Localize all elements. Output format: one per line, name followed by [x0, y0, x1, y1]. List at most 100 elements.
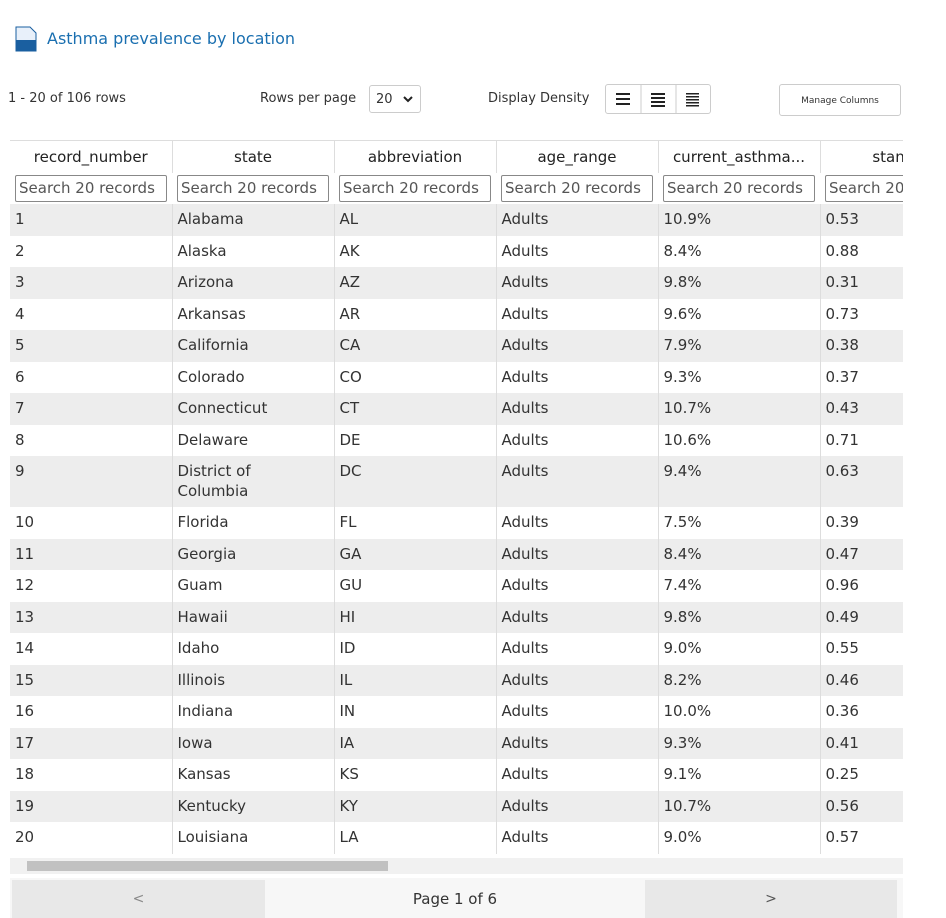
cell-text: GU — [339, 576, 363, 594]
table-row: 19 Kentucky KY Adults 10.7% 0.56 — [10, 790, 903, 822]
cell-text: 10.9% — [663, 210, 712, 228]
table-cell: 1 — [10, 204, 173, 236]
column-header[interactable]: current_asthma... — [658, 141, 821, 173]
table-cell: Adults — [496, 696, 659, 728]
table-cell: Adults — [496, 235, 659, 267]
table-row: 16 Indiana IN Adults 10.0% 0.36 — [10, 696, 903, 728]
rows-per-page-select[interactable]: 20 — [369, 85, 421, 113]
table-cell: District of Columbia — [172, 456, 335, 507]
table-cell: 0.31 — [820, 267, 903, 299]
table-cell: Guam — [172, 570, 335, 602]
cell-text: 0.39 — [825, 513, 859, 531]
title[interactable]: Asthma prevalence by location — [47, 29, 296, 48]
cell-text: 9.3% — [663, 367, 702, 386]
cell-text: 0.88 — [825, 241, 859, 260]
table-cell: 7 — [10, 393, 173, 425]
column-header[interactable]: record_number — [10, 141, 173, 173]
table-row: 5 California CA Adults 7.9% 0.38 — [10, 330, 903, 362]
cell-text: 4 — [15, 304, 25, 323]
cell-text: Connecticut — [177, 399, 268, 417]
cell-text: KY — [339, 796, 358, 815]
cell-text: 0.25 — [825, 765, 859, 783]
table-cell: California — [172, 330, 335, 362]
cell-text: Idaho — [177, 639, 220, 657]
column-header[interactable]: state — [172, 141, 335, 173]
table-cell: 9.1% — [658, 759, 821, 791]
table-row: 8 Delaware DE Adults 10.6% 0.71 — [10, 424, 903, 456]
table-cell: Adults — [496, 790, 659, 822]
cell-text: Delaware — [177, 430, 249, 449]
cell-text: 9.8% — [663, 273, 702, 291]
table-row: 2 Alaska AK Adults 8.4% 0.88 — [10, 235, 903, 267]
table-cell: IL — [334, 664, 497, 696]
column-header[interactable]: standar — [820, 141, 903, 173]
cell-text: 0.53 — [825, 210, 859, 228]
cell-text: AK — [339, 241, 360, 260]
cell-text: HI — [339, 607, 356, 626]
search-input[interactable]: Search 20 records — [15, 175, 167, 202]
density-buttons[interactable] — [605, 84, 711, 114]
table-cell: AR — [334, 298, 497, 330]
table-cell: 7.5% — [658, 507, 821, 539]
search-input[interactable]: Search 20 records — [825, 175, 903, 202]
search-input[interactable]: Search 20 records — [339, 175, 491, 202]
table-cell: IN — [334, 696, 497, 728]
header-row: record_number state abbreviation age_range c… — [10, 141, 903, 173]
table-cell: Colorado — [172, 361, 335, 393]
table-cell: 2 — [10, 235, 173, 267]
table-cell: 4 — [10, 298, 173, 330]
table-cell: Louisiana — [172, 822, 335, 854]
table-cell: 8.2% — [658, 664, 821, 696]
cell-text: IN — [339, 702, 356, 720]
cell-text: 10.6% — [663, 430, 712, 449]
cell-text: 0.37 — [825, 367, 859, 386]
table-cell: KY — [334, 790, 497, 822]
table-container: record_number state abbreviation age_range c… — [10, 140, 903, 859]
cell-text: 17 — [15, 733, 35, 752]
cell-text: 7.4% — [663, 576, 702, 594]
column-header[interactable]: age_range — [496, 141, 659, 173]
column-header[interactable]: abbreviation — [334, 141, 497, 173]
cell-text: DC — [339, 462, 362, 480]
search-input[interactable]: Search 20 records — [663, 175, 815, 202]
cell-text: AZ — [339, 273, 361, 291]
table-cell: 8.4% — [658, 538, 821, 570]
cell-text: AR — [339, 304, 361, 323]
scroll-thumb[interactable] — [27, 861, 388, 871]
cell-text: 6 — [15, 367, 25, 386]
table-cell: 9.0% — [658, 633, 821, 665]
manage-columns-button[interactable]: Manage Columns — [779, 84, 901, 116]
cell-text: 0.73 — [825, 304, 859, 323]
table-cell: 8 — [10, 424, 173, 456]
next-button[interactable]: > — [645, 880, 897, 918]
density-label: Display Density — [488, 91, 590, 106]
table-cell: 7.4% — [658, 570, 821, 602]
prev-button[interactable]: < — [12, 880, 265, 918]
search-input[interactable]: Search 20 records — [501, 175, 653, 202]
search-input[interactable]: Search 20 records — [177, 175, 329, 202]
cell-text: 18 — [15, 765, 35, 783]
table-row: 3 Arizona AZ Adults 9.8% 0.31 — [10, 267, 903, 299]
table-cell: Georgia — [172, 538, 335, 570]
table-cell: AK — [334, 235, 497, 267]
cell-text: 0.38 — [825, 336, 859, 354]
chevron — [403, 96, 413, 103]
table-cell: Kansas — [172, 759, 335, 791]
table-cell: 17 — [10, 727, 173, 759]
cell-text: 0.55 — [825, 639, 859, 657]
cell-text: 0.41 — [825, 733, 859, 752]
cell-text: 16 — [15, 702, 35, 720]
table-row: 20 Louisiana LA Adults 9.0% 0.57 — [10, 822, 903, 854]
cell-text: Alabama — [177, 210, 244, 228]
table-cell: Adults — [496, 507, 659, 539]
table-cell: 0.96 — [820, 570, 903, 602]
cell-text: 9.4% — [663, 462, 702, 480]
cell-text: Adults — [501, 513, 549, 531]
table-row: 18 Kansas KS Adults 9.1% 0.25 — [10, 759, 903, 791]
cell-text: 2 — [15, 241, 25, 260]
cell-text: 7.5% — [663, 513, 702, 531]
cell-text: Arkansas — [177, 304, 246, 323]
cell-text: 0.49 — [825, 607, 859, 626]
table-cell: 10.6% — [658, 424, 821, 456]
table-cell: Adults — [496, 298, 659, 330]
